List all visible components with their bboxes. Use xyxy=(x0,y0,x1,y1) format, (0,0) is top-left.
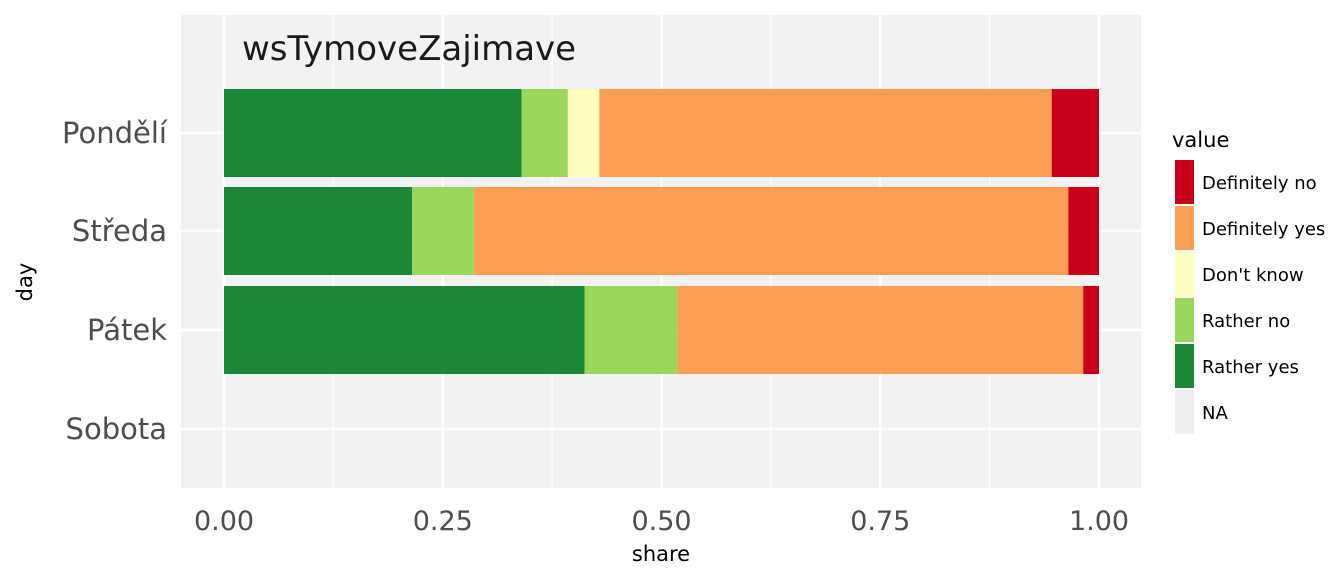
legend-label: NA xyxy=(1202,403,1228,424)
bar-segment xyxy=(677,286,1084,374)
bar-segment xyxy=(224,187,413,275)
legend: value Definitely no Definitely yes Don't k… xyxy=(1172,128,1325,434)
y-tick-label: Sobota xyxy=(66,412,167,446)
x-tick-label: 0.25 xyxy=(413,506,473,537)
x-tick-label: 0.00 xyxy=(194,506,254,537)
bar-segment xyxy=(599,89,1052,177)
x-tick-labels: 0.00 0.25 0.50 0.75 1.00 xyxy=(194,506,1129,537)
bar-segment xyxy=(1051,89,1099,177)
legend-label: Definitely no xyxy=(1202,173,1317,194)
x-tick-label: 1.00 xyxy=(1069,506,1129,537)
bar-segment xyxy=(474,187,1069,275)
y-tick-label: Pátek xyxy=(87,313,167,347)
legend-label: Rather no xyxy=(1202,311,1290,332)
bar-segment xyxy=(412,187,475,275)
y-tick-labels: Pondělí Středa Pátek Sobota xyxy=(62,116,168,446)
bar-segment xyxy=(567,89,600,177)
legend-key xyxy=(1175,344,1194,388)
x-tick-label: 0.75 xyxy=(850,506,910,537)
bar-segment xyxy=(584,286,678,374)
y-tick-label: Středa xyxy=(72,214,167,248)
y-axis-title: day xyxy=(13,263,37,302)
bar-segment xyxy=(224,286,585,374)
legend-key xyxy=(1175,206,1194,250)
y-tick-label: Pondělí xyxy=(62,116,168,150)
legend-label: Don't know xyxy=(1202,265,1304,286)
bar-segment xyxy=(224,89,522,177)
legend-key xyxy=(1175,252,1194,296)
chart-title: wsTymoveZajimave xyxy=(242,29,576,69)
x-tick-label: 0.50 xyxy=(631,506,691,537)
legend-label: Rather yes xyxy=(1202,357,1299,378)
legend-label: Definitely yes xyxy=(1202,219,1325,240)
bar-segment xyxy=(1083,286,1099,374)
bar-segment xyxy=(521,89,568,177)
bar-segment xyxy=(1068,187,1099,275)
legend-key xyxy=(1175,390,1194,434)
legend-key xyxy=(1175,160,1194,204)
legend-title: value xyxy=(1172,128,1229,152)
legend-key xyxy=(1175,298,1194,342)
bars xyxy=(224,89,1099,374)
x-axis-title: share xyxy=(632,542,690,566)
